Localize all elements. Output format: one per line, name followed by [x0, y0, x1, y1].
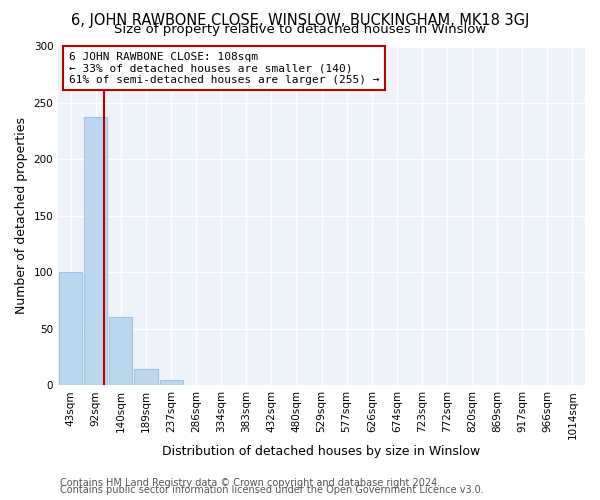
- Text: Size of property relative to detached houses in Winslow: Size of property relative to detached ho…: [114, 22, 486, 36]
- Text: Contains public sector information licensed under the Open Government Licence v3: Contains public sector information licen…: [60, 485, 484, 495]
- Bar: [134, 368, 158, 386]
- Bar: [84, 116, 107, 386]
- Bar: [160, 380, 182, 386]
- Bar: [109, 316, 133, 386]
- Text: 6 JOHN RAWBONE CLOSE: 108sqm
← 33% of detached houses are smaller (140)
61% of s: 6 JOHN RAWBONE CLOSE: 108sqm ← 33% of de…: [69, 52, 379, 85]
- Text: Contains HM Land Registry data © Crown copyright and database right 2024.: Contains HM Land Registry data © Crown c…: [60, 478, 440, 488]
- Text: 6, JOHN RAWBONE CLOSE, WINSLOW, BUCKINGHAM, MK18 3GJ: 6, JOHN RAWBONE CLOSE, WINSLOW, BUCKINGH…: [71, 12, 529, 28]
- Bar: [59, 272, 82, 386]
- Y-axis label: Number of detached properties: Number of detached properties: [15, 118, 28, 314]
- X-axis label: Distribution of detached houses by size in Winslow: Distribution of detached houses by size …: [163, 444, 481, 458]
